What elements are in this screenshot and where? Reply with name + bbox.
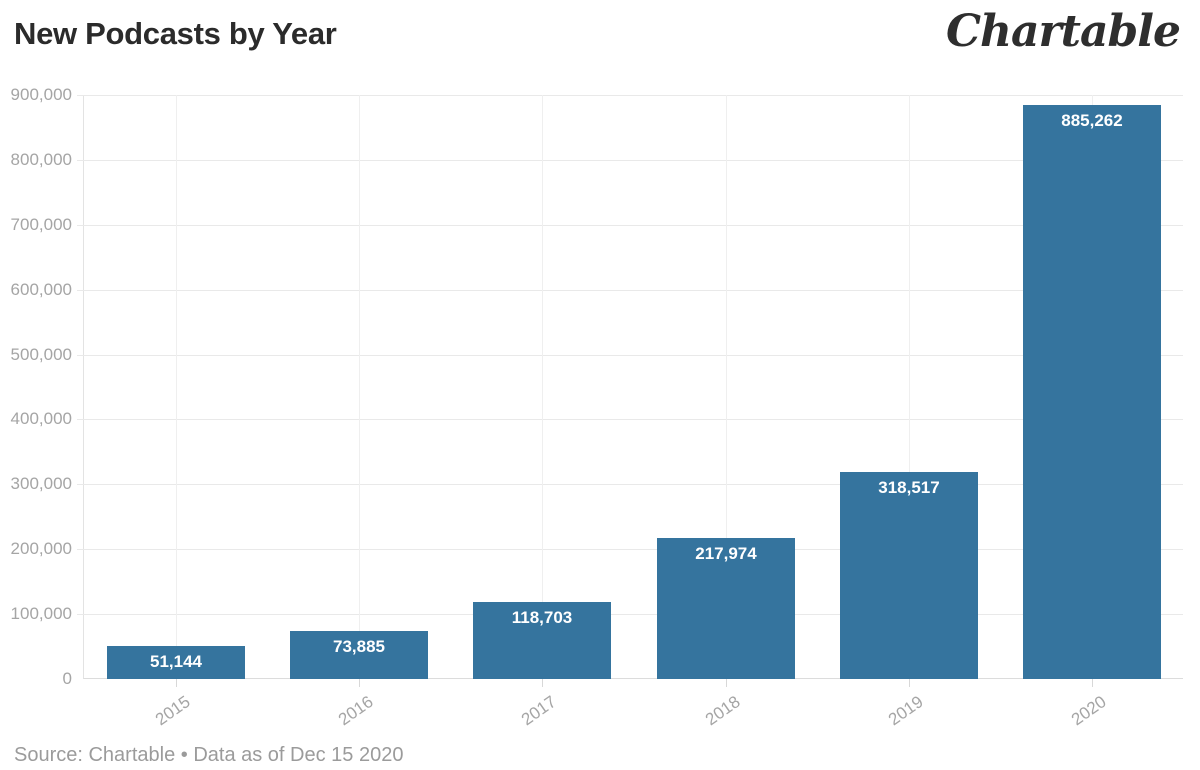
y-tick-label: 0 <box>62 669 72 688</box>
bar-value-label: 217,974 <box>695 544 757 563</box>
x-axis-tick <box>542 679 543 687</box>
gridline-vertical <box>726 95 727 678</box>
y-tick-label: 500,000 <box>10 345 72 364</box>
gridline-horizontal <box>77 614 1183 615</box>
bar: 217,974 <box>657 538 795 679</box>
y-tick-label: 700,000 <box>10 215 72 234</box>
x-axis-tick <box>176 679 177 687</box>
x-tick-label: 2018 <box>702 692 744 730</box>
bar: 51,144 <box>107 646 245 679</box>
bar-value-label: 51,144 <box>150 652 202 671</box>
x-axis-tick <box>726 679 727 687</box>
bar-value-label: 885,262 <box>1061 111 1123 130</box>
gridline-vertical <box>176 95 177 678</box>
x-tick-label: 2015 <box>152 692 194 730</box>
bar: 73,885 <box>290 631 428 679</box>
source-note: Source: Chartable • Data as of Dec 15 20… <box>14 744 404 766</box>
gridline-horizontal <box>77 225 1183 226</box>
gridline-horizontal <box>77 419 1183 420</box>
y-tick-label: 100,000 <box>10 604 72 623</box>
gridline-horizontal <box>77 549 1183 550</box>
x-tick-label: 2016 <box>335 692 377 730</box>
gridline-horizontal <box>77 95 1183 96</box>
bar-value-label: 73,885 <box>333 637 385 656</box>
gridline-horizontal <box>77 160 1183 161</box>
x-axis-tick <box>1092 679 1093 687</box>
gridline-vertical <box>542 95 543 678</box>
gridline-vertical <box>359 95 360 678</box>
y-tick-label: 300,000 <box>10 474 72 493</box>
bar-value-label: 318,517 <box>878 478 940 497</box>
y-tick-label: 600,000 <box>10 280 72 299</box>
x-tick-label: 2019 <box>885 692 927 730</box>
x-axis-tick <box>359 679 360 687</box>
y-tick-label: 800,000 <box>10 150 72 169</box>
x-tick-label: 2017 <box>518 692 560 730</box>
page-title: New Podcasts by Year <box>14 16 337 51</box>
gridline-horizontal <box>77 484 1183 485</box>
bar: 118,703 <box>473 602 611 679</box>
chartable-logo: Chartable <box>945 6 1181 57</box>
y-tick-label: 400,000 <box>10 409 72 428</box>
y-axis: 0 100,000 200,000 300,000 400,000 500,000 600,… <box>0 86 72 688</box>
plot-area: 51,144 2015 73,885 2016 118,703 2017 217,974 20… <box>77 95 1183 729</box>
gridline-horizontal <box>77 290 1183 291</box>
bar-value-label: 118,703 <box>511 608 573 627</box>
y-tick-label: 900,000 <box>10 85 72 104</box>
x-axis-tick <box>909 679 910 687</box>
x-tick-label: 2020 <box>1068 692 1110 730</box>
gridline-horizontal <box>77 355 1183 356</box>
y-tick-label: 200,000 <box>10 539 72 558</box>
bar: 885,262 <box>1023 105 1161 679</box>
bar: 318,517 <box>840 472 978 679</box>
gridline-vertical <box>909 95 910 678</box>
